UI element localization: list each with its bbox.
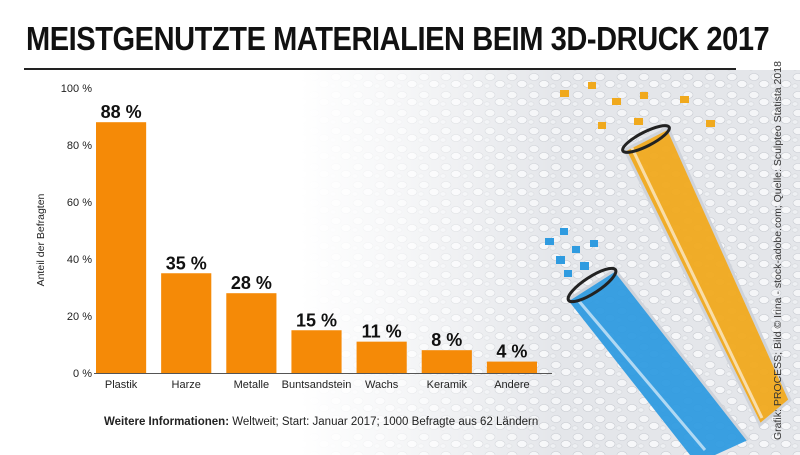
bar-buntsandstein xyxy=(291,330,342,373)
orange-tube-icon xyxy=(560,82,792,428)
x-tick-label: Buntsandstein xyxy=(282,379,352,391)
blue-tube-icon xyxy=(545,228,750,455)
bar-plastik xyxy=(96,122,147,373)
bar-value-label: 11 % xyxy=(362,322,402,342)
x-tick-label: Plastik xyxy=(105,379,138,391)
bar-value-label: 15 % xyxy=(296,310,337,330)
y-tick-label: 0 % xyxy=(73,368,92,380)
y-tick-label: 40 % xyxy=(67,254,92,266)
x-tick-label: Harze xyxy=(172,379,201,391)
x-tick-label: Keramik xyxy=(427,379,468,391)
y-tick-label: 20 % xyxy=(67,311,92,323)
title-divider xyxy=(24,68,736,70)
footnote-text: Weltweit; Start: Januar 2017; 1000 Befra… xyxy=(229,416,539,428)
footnote: Weitere Informationen: Weltweit; Start: … xyxy=(104,416,538,428)
x-tick-label: Metalle xyxy=(234,379,269,391)
bar-value-label: 28 % xyxy=(231,273,272,293)
x-tick-label: Andere xyxy=(494,379,529,391)
bar-value-label: 35 % xyxy=(166,253,207,273)
source-credit: Grafik: PROCESS; Bild © Irina - stock-ad… xyxy=(772,61,784,440)
bar-metalle xyxy=(226,293,277,373)
bar-value-label: 4 % xyxy=(496,342,527,362)
y-tick-label: 60 % xyxy=(67,197,92,209)
x-tick-label: Wachs xyxy=(365,379,399,391)
bar-value-label: 8 % xyxy=(431,330,462,350)
y-axis-label: Anteil der Befragten xyxy=(35,193,47,286)
bar-keramik xyxy=(421,350,472,373)
y-tick-label: 80 % xyxy=(67,140,92,152)
chart-title: MEISTGENUTZTE MATERIALIEN BEIM 3D-DRUCK … xyxy=(26,20,770,57)
bar-andere xyxy=(486,361,538,373)
footnote-label: Weitere Informationen: xyxy=(104,416,230,428)
bar-wachs xyxy=(356,341,407,373)
y-tick-label: 100 % xyxy=(61,83,92,95)
bar-harze xyxy=(161,273,212,373)
bar-value-label: 88 % xyxy=(101,102,142,122)
